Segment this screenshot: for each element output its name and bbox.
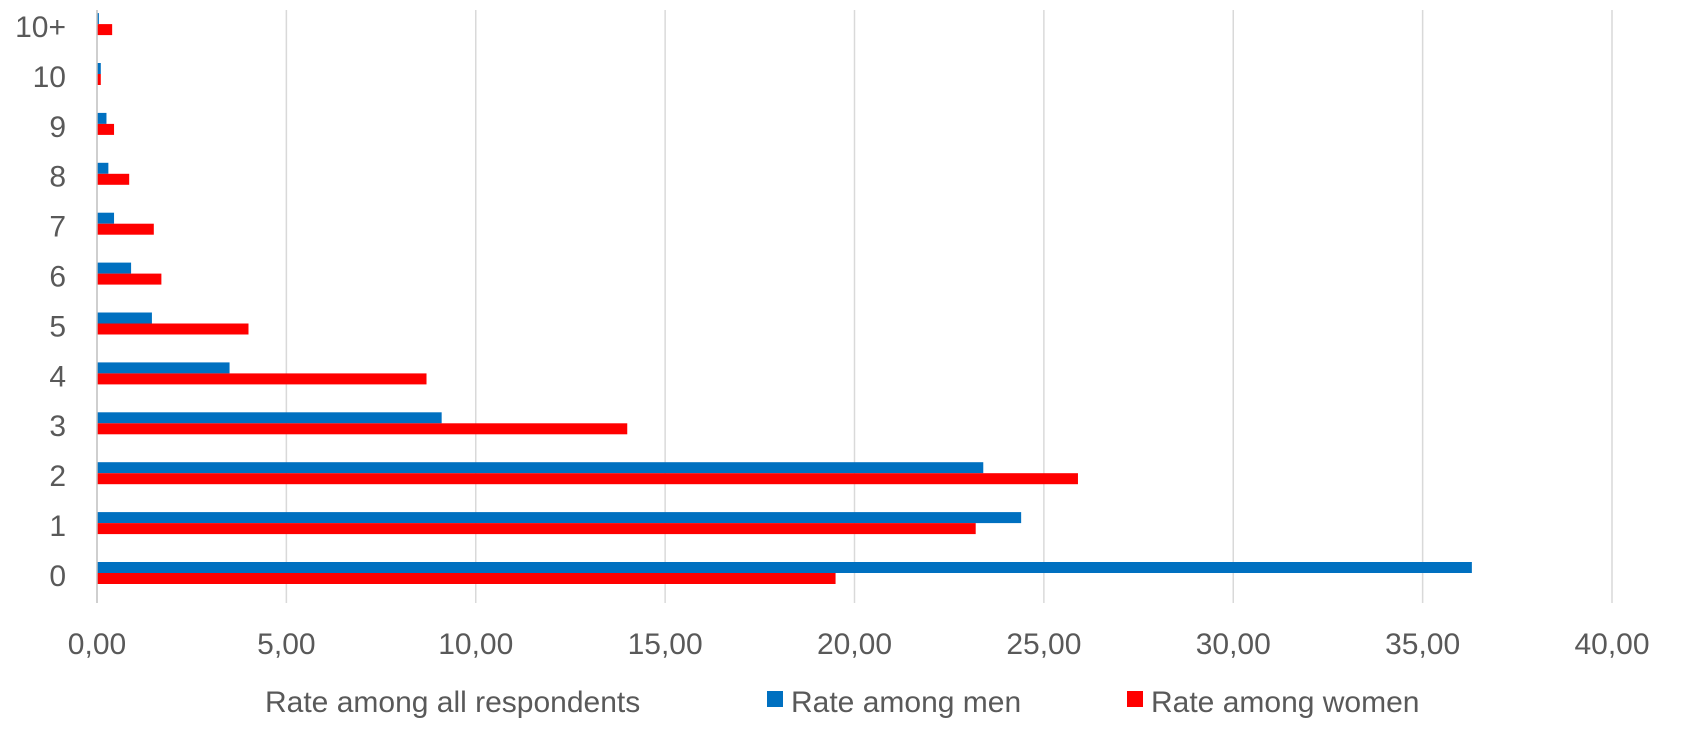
axis-layer: 0,00 5,00 10,00 15,00 20,00 25,00 30,00 35,00 40… [15,10,1650,661]
y-tick-label: 0 [49,560,66,593]
y-tick-label: 2 [49,460,66,493]
bar-women [97,173,130,185]
y-tick-label: 9 [49,111,66,144]
legend: Rate among all respondents Rate among men… [265,686,1419,719]
bar-women [97,223,154,235]
x-tick-label: 25,00 [1006,628,1081,661]
legend-label-men: Rate among men [791,686,1021,719]
y-tick-label: 10+ [15,11,66,44]
legend-swatch-women [1127,691,1143,707]
bar-women [97,323,249,335]
bar-women [97,273,162,285]
legend-label-all: Rate among all respondents [265,686,640,719]
bar-women [97,423,628,435]
legend-label-women: Rate among women [1151,686,1419,719]
x-tick-label: 15,00 [628,628,703,661]
bar-men [97,63,101,74]
y-tick-label: 1 [49,510,66,543]
grid-layer [285,10,1613,603]
bar-women [97,24,113,36]
bar-men [97,412,442,424]
y-tick-label: 8 [49,161,66,194]
bar-women [97,123,115,135]
bar-men [97,212,115,224]
y-tick-label: 4 [49,360,66,393]
y-tick-label: 6 [49,261,66,294]
bar-men [97,13,99,25]
bar-men [97,512,1022,524]
x-tick-label: 5,00 [257,628,315,661]
x-tick-label: 20,00 [817,628,892,661]
bar-men [97,562,1472,573]
bars-layer [97,13,1472,584]
bar-women [97,373,427,385]
x-tick-label: 35,00 [1385,628,1460,661]
bar-women [97,573,836,584]
y-tick-label: 3 [49,410,66,443]
bar-men [97,312,152,324]
x-tick-label: 10,00 [438,628,513,661]
bar-men [97,262,132,274]
y-tick-label: 10 [33,61,66,94]
x-tick-label: 0,00 [68,628,126,661]
bar-women [97,523,976,535]
x-tick-label: 30,00 [1196,628,1271,661]
y-tick-label: 5 [49,310,66,343]
legend-swatch-men [767,691,783,707]
y-tick-label: 7 [49,211,66,244]
bar-men [97,112,107,124]
bar-women [97,74,101,85]
bar-men [97,362,230,374]
bar-men [97,162,109,174]
x-tick-label: 40,00 [1574,628,1649,661]
bar-men [97,462,984,474]
bar-women [97,473,1078,485]
